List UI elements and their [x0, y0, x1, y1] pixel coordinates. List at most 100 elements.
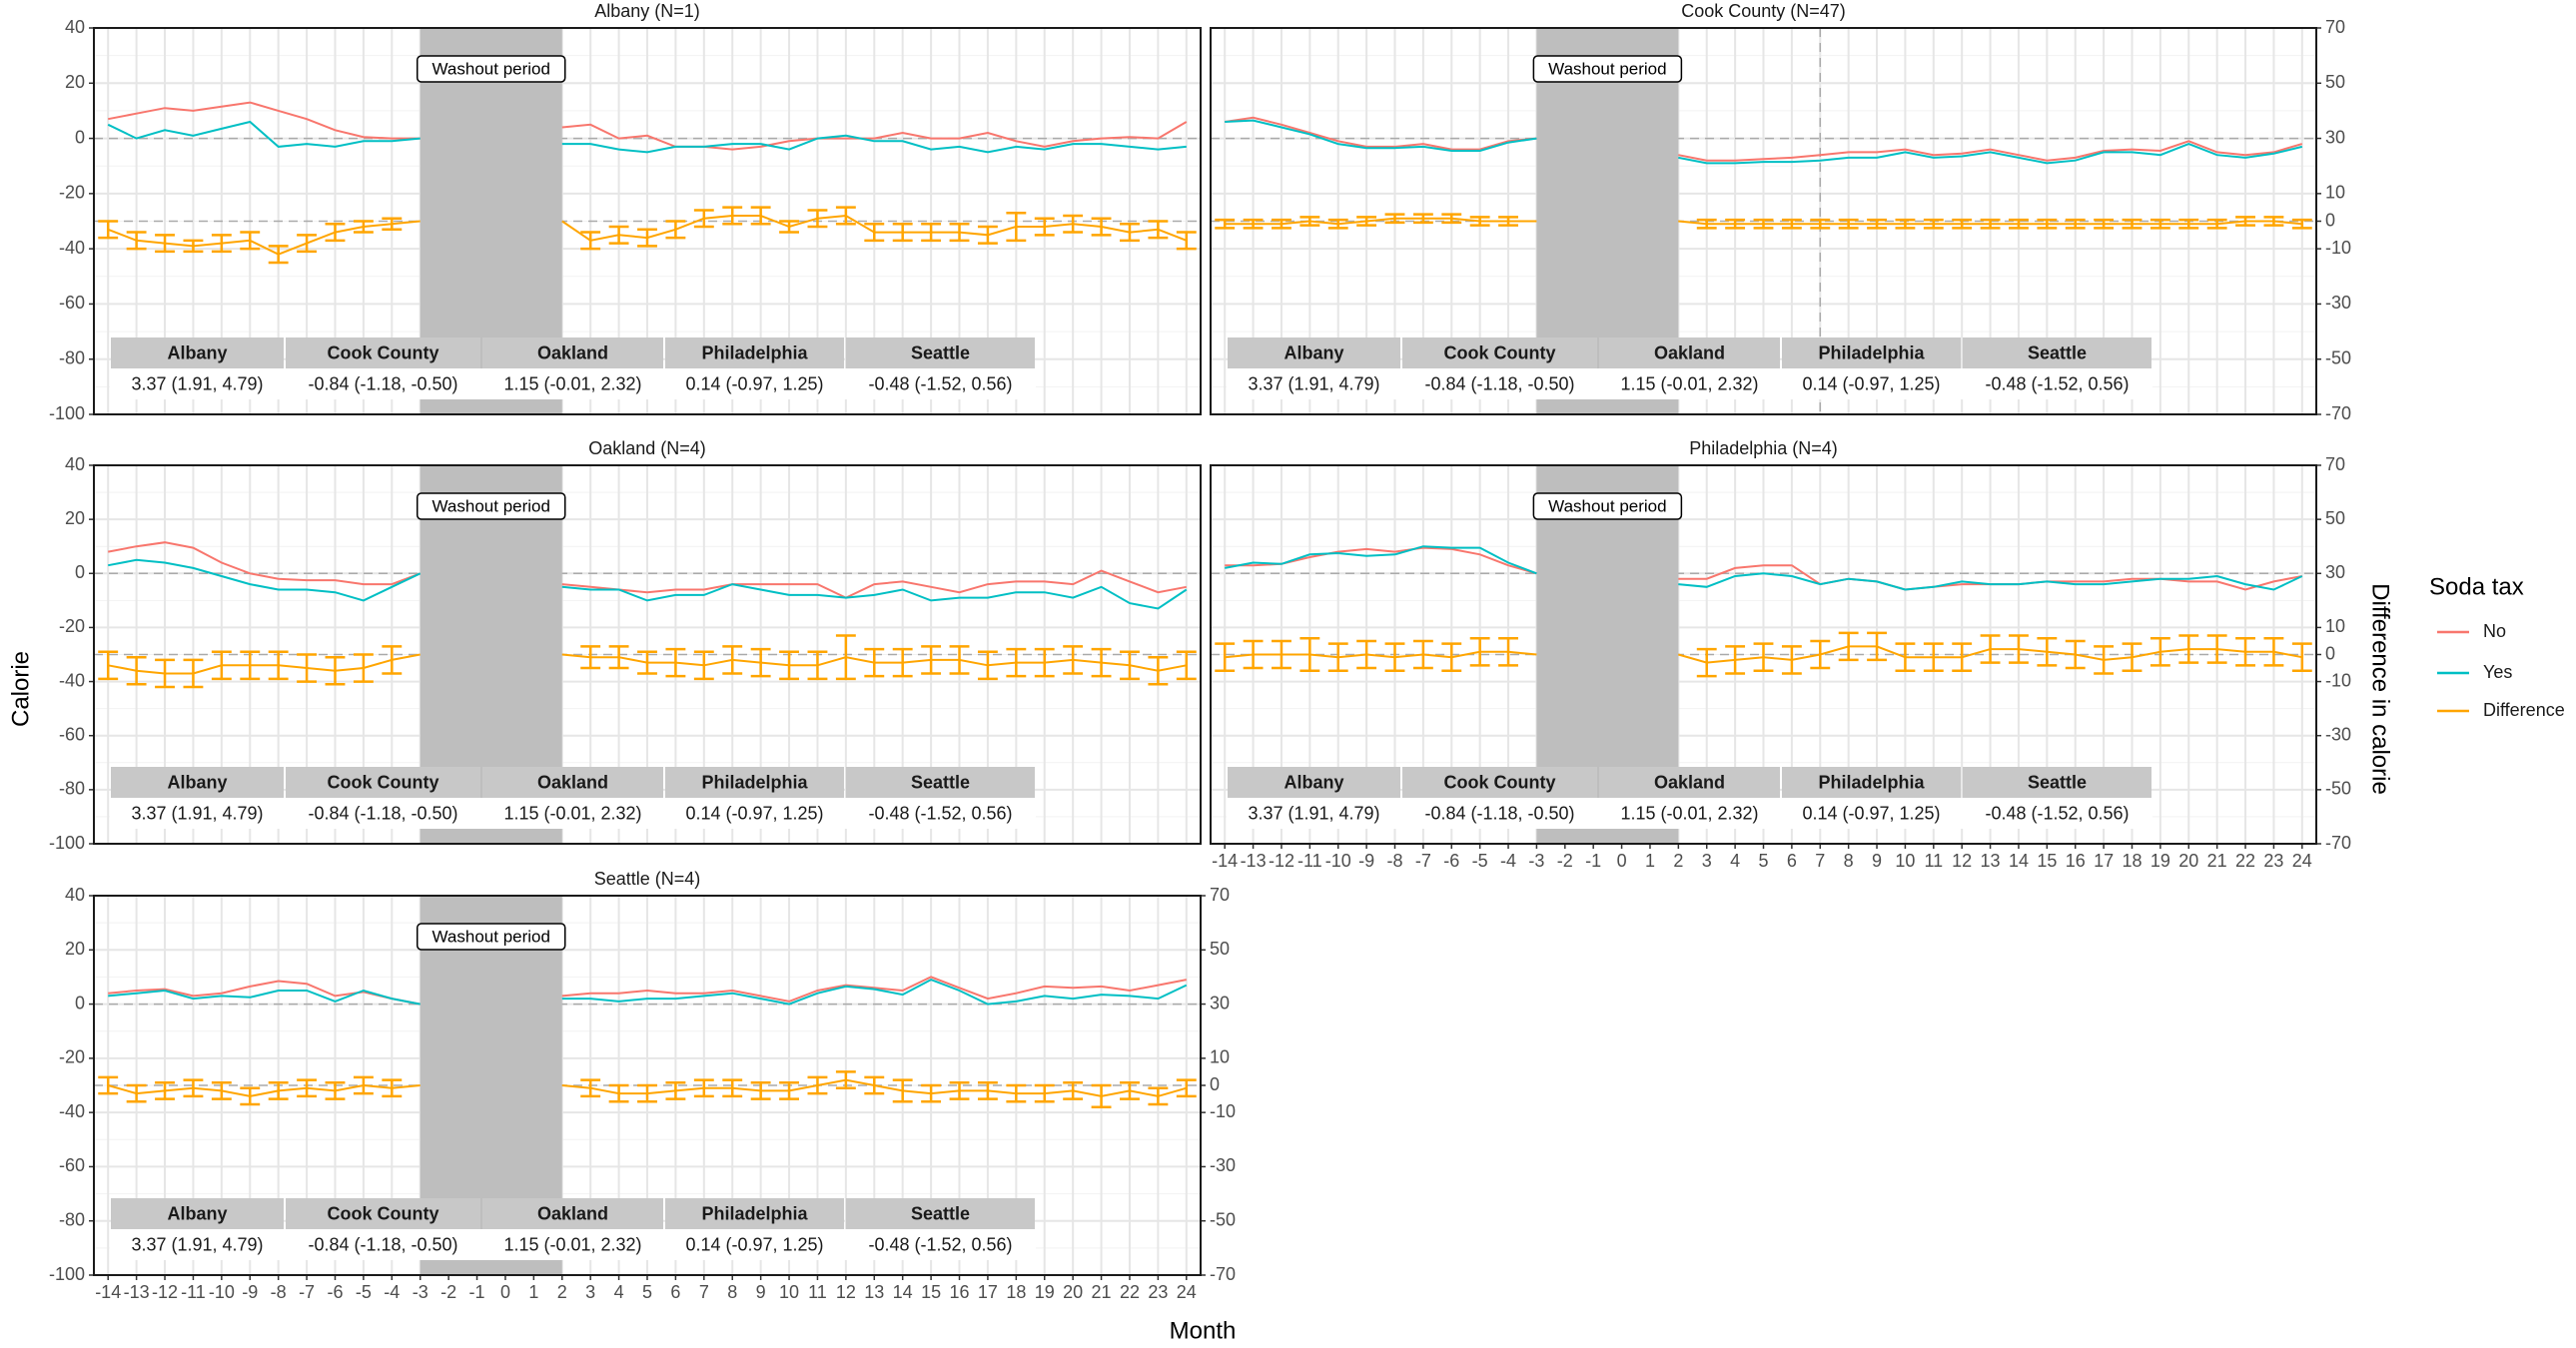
y-tick-label: -20	[59, 1047, 85, 1067]
error-bar	[949, 223, 970, 243]
x-tick-label: 1	[1645, 851, 1655, 871]
error-bar	[1498, 216, 1518, 227]
table-header: Oakland	[537, 772, 608, 792]
error-bar	[2122, 642, 2143, 672]
x-tick-label: 13	[1981, 851, 2001, 871]
table-value: -0.84 (-1.18, -0.50)	[308, 803, 457, 823]
y2-tick-label: 70	[2325, 17, 2345, 37]
error-bar	[637, 650, 657, 675]
error-bar	[1810, 218, 1831, 230]
y2-tick-label: 30	[1210, 993, 1230, 1012]
y2-tick-label: 30	[2325, 127, 2345, 147]
error-bar	[1176, 650, 1197, 681]
y2-tick-label: 10	[1210, 1047, 1230, 1067]
error-bar	[297, 653, 318, 683]
error-bar	[665, 1081, 686, 1100]
washout-label-box	[416, 492, 566, 520]
x-tick-label: -9	[1358, 851, 1374, 871]
table-value: -0.48 (-1.52, 0.56)	[868, 1234, 1012, 1254]
error-bar	[1299, 637, 1320, 672]
table-cell	[481, 1229, 664, 1260]
error-bar	[211, 650, 232, 681]
error-bar	[1120, 223, 1140, 243]
error-bar	[1469, 637, 1490, 667]
table-value: 1.15 (-0.01, 2.32)	[503, 373, 641, 393]
table-cell	[845, 798, 1036, 829]
y-tick-label: -80	[59, 779, 85, 799]
x-tick-label: 11	[808, 1282, 827, 1302]
x-tick-label: 18	[2122, 851, 2142, 871]
y2-tick-label: -30	[2325, 293, 2351, 313]
error-bar	[1215, 642, 1236, 672]
x-tick-label: 17	[2094, 851, 2114, 871]
table-value: 3.37 (1.91, 4.79)	[1248, 803, 1379, 823]
x-tick-label: -11	[181, 1282, 206, 1302]
y-tick-label: -80	[59, 347, 85, 367]
error-bar	[1384, 642, 1405, 672]
error-bar	[1034, 217, 1055, 237]
error-bar	[921, 645, 942, 675]
panel-title: Philadelphia (N=4)	[1689, 438, 1838, 458]
error-bar	[1867, 631, 1887, 662]
error-bar	[580, 1078, 601, 1098]
error-bar	[1327, 642, 1348, 672]
y2-tick-label: -30	[2325, 724, 2351, 744]
error-bar	[1327, 218, 1348, 230]
error-bar	[750, 647, 771, 678]
washout-label: Washout period	[1548, 59, 1666, 78]
error-bar	[864, 647, 885, 678]
y2-tick-label: 30	[2325, 562, 2345, 582]
y-tick-label: 0	[75, 127, 85, 147]
table-cell	[1227, 798, 1401, 829]
x-tick-label: 14	[2009, 851, 2029, 871]
table-value: 1.15 (-0.01, 2.32)	[503, 803, 641, 823]
table-header: Albany	[167, 342, 227, 362]
washout-label: Washout period	[432, 496, 550, 515]
error-bar	[1923, 218, 1944, 230]
error-bar	[268, 1081, 289, 1100]
error-bar	[1063, 645, 1084, 675]
x-tick-label: -4	[384, 1282, 400, 1302]
x-tick-label: 21	[2207, 851, 2227, 871]
x-tick-label: -2	[1557, 851, 1573, 871]
error-bar	[353, 220, 374, 234]
panel-border	[93, 27, 1202, 415]
y2-tick-label: -30	[1210, 1155, 1236, 1175]
table-header-cell	[846, 337, 1035, 368]
y-axis-title: Calorie	[7, 651, 34, 727]
table-header-cell	[1228, 337, 1400, 368]
error-bar	[98, 220, 119, 240]
error-bar	[1753, 642, 1774, 672]
x-tick-label: 23	[1148, 1282, 1168, 1302]
table-cell	[845, 1229, 1036, 1260]
x-tick-label: 19	[1035, 1282, 1055, 1302]
error-bar	[1148, 655, 1169, 686]
x-tick-label: 2	[1673, 851, 1683, 871]
table-header: Cook County	[328, 342, 439, 362]
table-header-cell	[665, 1198, 844, 1229]
x-tick-label: 0	[500, 1282, 510, 1302]
washout-label-box	[1532, 492, 1683, 520]
error-bar	[2178, 218, 2199, 230]
x-tick-label: -14	[95, 1282, 121, 1302]
error-bar	[1006, 211, 1027, 243]
table-cell	[285, 1229, 481, 1260]
error-bar	[2263, 216, 2284, 227]
washout-label-box	[416, 923, 566, 951]
error-bar	[2149, 637, 2170, 667]
error-bar	[1412, 213, 1433, 225]
error-bar	[807, 209, 828, 229]
x-tick-label: 11	[1924, 851, 1943, 871]
table-header: Seattle	[911, 1203, 970, 1223]
error-bar	[1725, 218, 1746, 230]
error-bar	[1120, 650, 1140, 681]
error-bar	[1356, 216, 1377, 227]
x-tick-label: -3	[413, 1282, 429, 1302]
table-cell	[110, 1229, 285, 1260]
y2-tick-label: -10	[1210, 1101, 1236, 1121]
panel-title: Seattle (N=4)	[594, 869, 701, 889]
x-tick-label: -14	[1212, 851, 1238, 871]
table-header-cell	[111, 767, 284, 798]
table-header-cell	[665, 767, 844, 798]
x-tick-label: 18	[1006, 1282, 1026, 1302]
